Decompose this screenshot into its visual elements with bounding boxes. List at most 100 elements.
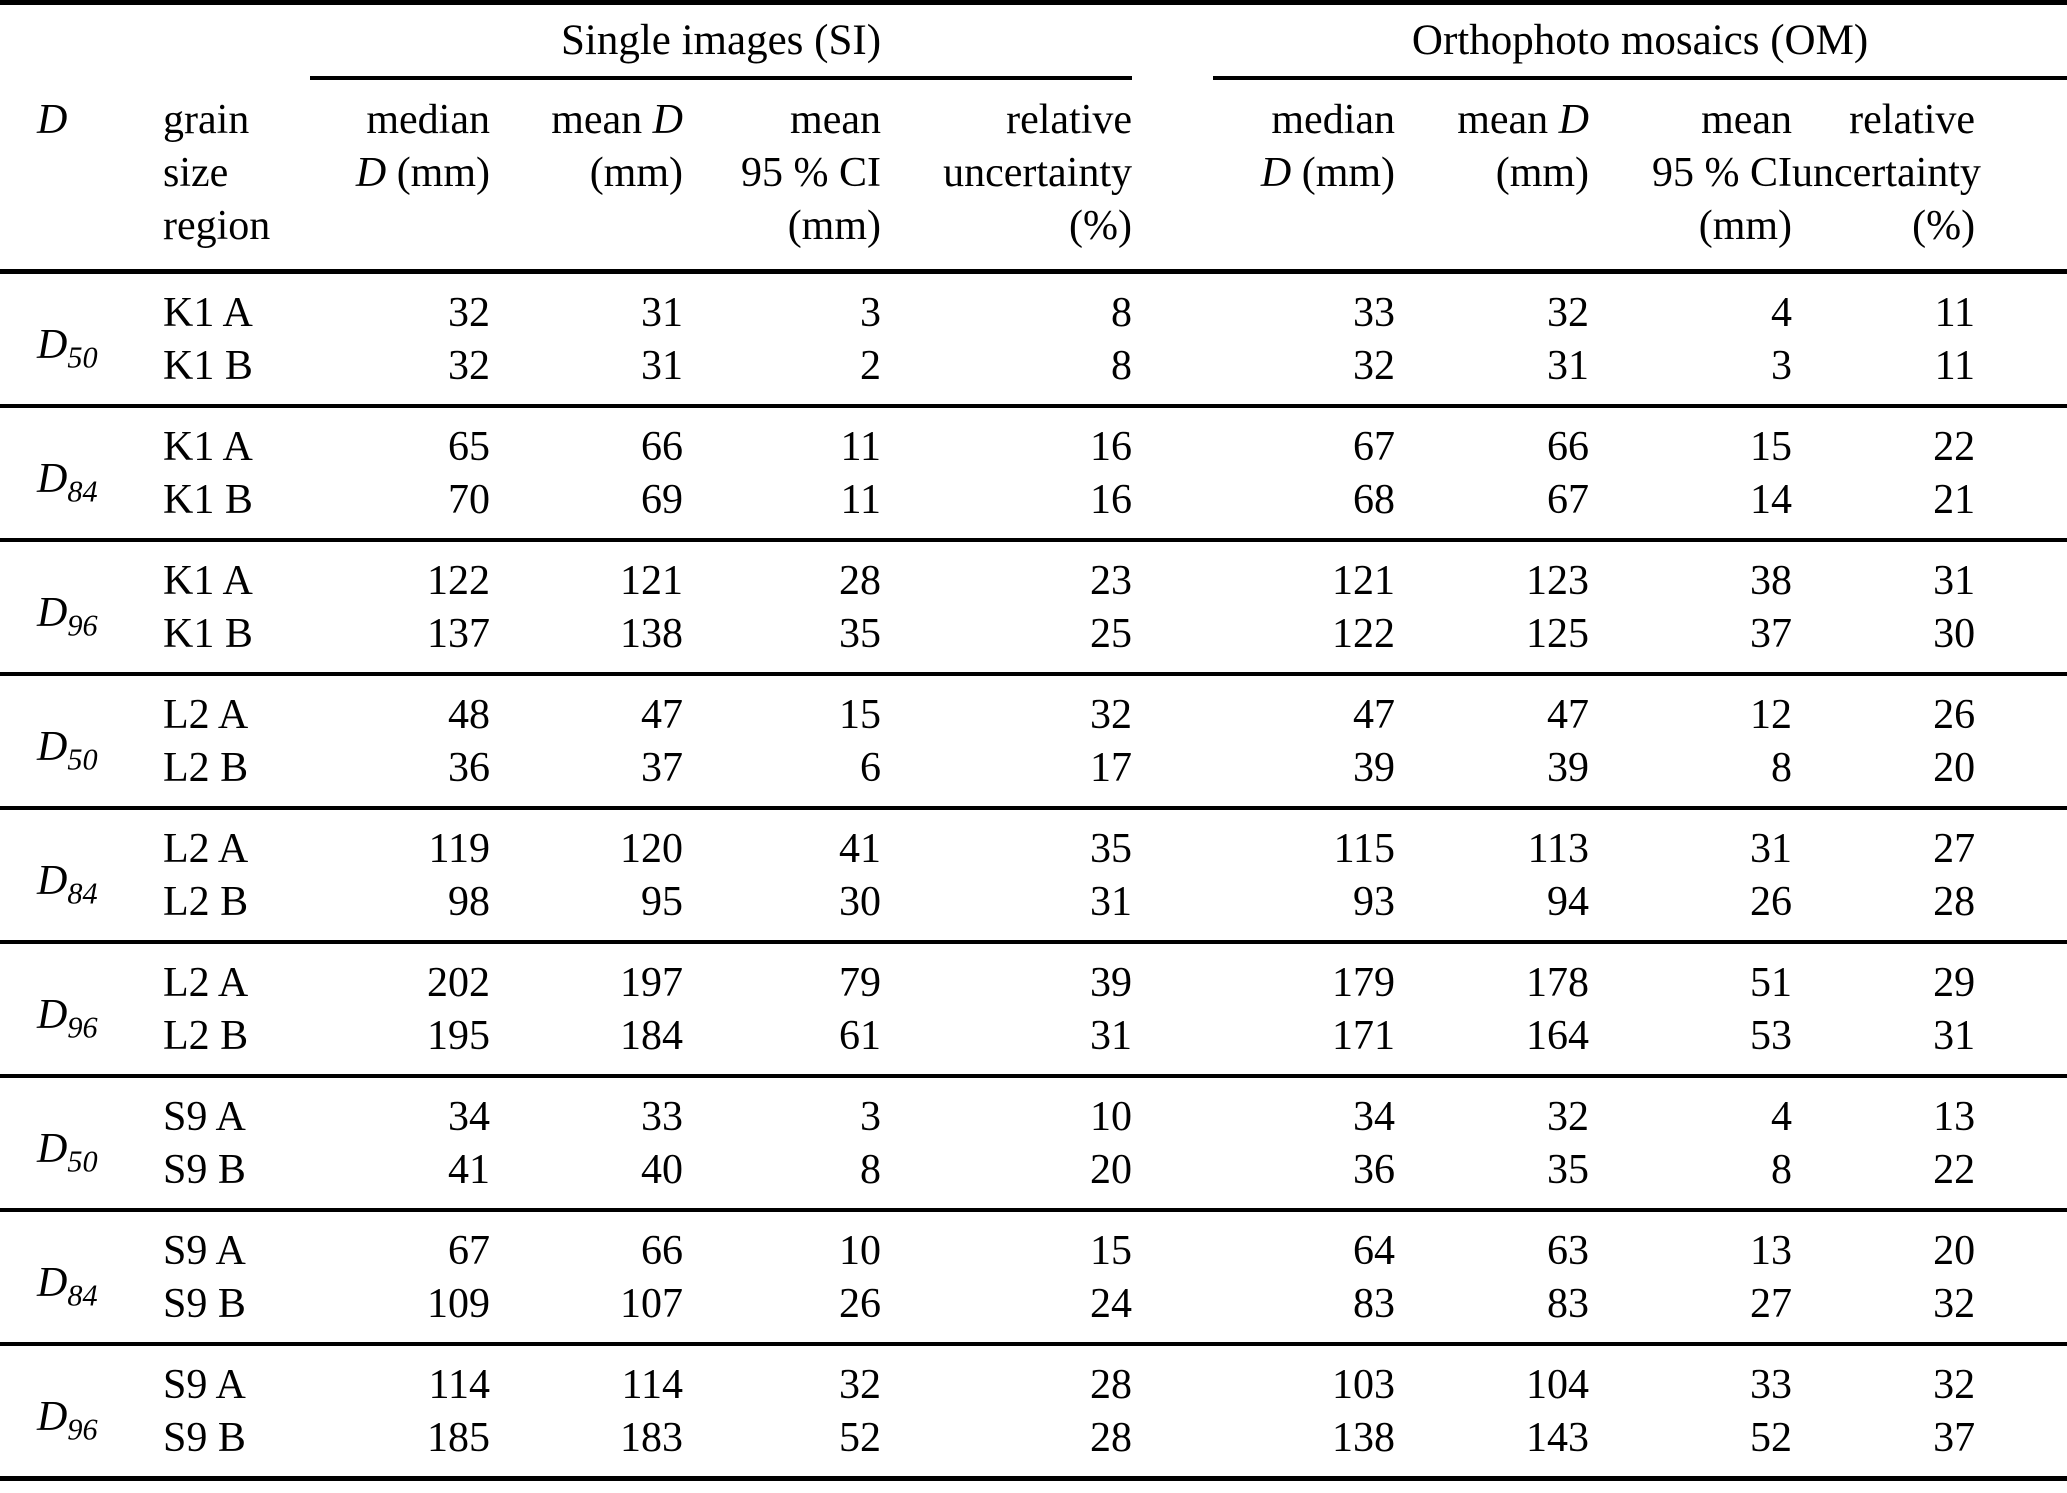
- metric-header-line: (mm): [589, 150, 683, 196]
- value-cell: 36: [1353, 1147, 1396, 1193]
- value-cell: 32: [839, 1362, 881, 1408]
- value-cell: 32: [448, 343, 490, 389]
- table-row: D96 S9 A 114 114 32 28 103 104 33 32: [0, 1344, 2067, 1445]
- value-cell: 33: [641, 1094, 683, 1140]
- value-cell: 197: [620, 960, 683, 1006]
- value-cell: 31: [641, 343, 683, 389]
- value-cell: 32: [1090, 692, 1133, 738]
- metric-header-line: 95 % CI: [1652, 150, 1793, 196]
- col-header-om-mean: mean D (mm): [1395, 80, 1590, 274]
- metric-header-line: mean D: [1457, 97, 1590, 143]
- table-row: K1 B 32 31 2 8 32 31 3 11: [0, 340, 2067, 406]
- value-cell: 32: [1547, 290, 1590, 336]
- value-cell: 31: [1547, 343, 1590, 389]
- om-group-title: Orthophoto mosaics (OM): [1411, 17, 1869, 64]
- metric-header-line: (mm): [1495, 150, 1590, 196]
- region-header-line: grain: [163, 97, 250, 143]
- value-cell: 66: [641, 424, 683, 470]
- value-cell: 8: [1771, 1147, 1793, 1193]
- group-d-label: D96: [37, 992, 98, 1045]
- col-header-si-relative-uncertainty: relative uncertainty (%): [881, 80, 1133, 274]
- region-cell: K1 A: [163, 424, 253, 470]
- si-group-header: Single images (SI): [260, 3, 1133, 80]
- value-cell: 143: [1526, 1415, 1590, 1461]
- value-cell: 31: [641, 290, 683, 336]
- value-cell: 33: [1353, 290, 1396, 336]
- value-cell: 11: [840, 424, 881, 470]
- region-header-line: size: [163, 150, 229, 196]
- metric-header-line: D (mm): [355, 150, 490, 196]
- table-row: K1 B 137 138 35 25 122 125 37 30: [0, 608, 2067, 674]
- group-d-label: D50: [37, 322, 98, 375]
- value-cell: 8: [1771, 745, 1793, 791]
- group-d-label: D84: [37, 456, 98, 509]
- value-cell: 36: [448, 745, 490, 791]
- table-group: D84 L2 A 119 120 41 35 115 113 31 27 L2 B 98 95 30 31 9…: [0, 808, 2067, 942]
- metric-header-line: median: [1271, 97, 1396, 143]
- value-cell: 8: [1111, 343, 1133, 389]
- metric-header-line: mean: [1701, 97, 1793, 143]
- region-cell: L2 A: [163, 826, 249, 872]
- value-cell: 26: [1933, 692, 1976, 738]
- value-cell: 40: [641, 1147, 683, 1193]
- value-cell: 20: [1933, 1228, 1976, 1274]
- region-cell: K1 A: [163, 290, 253, 336]
- region-cell: S9 B: [163, 1147, 246, 1193]
- table-group: D50 S9 A 34 33 3 10 34 32 4 13 S9 B 41 40 8 20 36 35 8 22: [0, 1076, 2067, 1210]
- metric-header-line: (mm): [787, 203, 881, 249]
- value-cell: 31: [1090, 1013, 1133, 1059]
- value-cell: 22: [1933, 1147, 1976, 1193]
- value-cell: 25: [1090, 611, 1133, 657]
- group-d-label: D96: [37, 590, 98, 643]
- metric-header-line: D (mm): [1260, 150, 1396, 196]
- value-cell: 20: [1090, 1147, 1133, 1193]
- col-header-si-mean: mean D (mm): [490, 80, 683, 274]
- metric-header-line: relative: [1006, 97, 1133, 143]
- value-cell: 79: [839, 960, 881, 1006]
- value-cell: 41: [839, 826, 881, 872]
- value-cell: 31: [1933, 558, 1976, 604]
- value-cell: 34: [1353, 1094, 1396, 1140]
- table-row: S9 B 109 107 26 24 83 83 27 32: [0, 1278, 2067, 1344]
- value-cell: 37: [1750, 611, 1793, 657]
- header-spacer: [0, 3, 260, 81]
- value-cell: 10: [1090, 1094, 1133, 1140]
- value-cell: 31: [1933, 1013, 1976, 1059]
- value-cell: 37: [641, 745, 683, 791]
- value-cell: 27: [1750, 1281, 1793, 1327]
- value-cell: 66: [1547, 424, 1590, 470]
- value-cell: 68: [1353, 477, 1396, 523]
- region-cell: K1 A: [163, 558, 253, 604]
- table-row: D50 S9 A 34 33 3 10 34 32 4 13: [0, 1076, 2067, 1177]
- value-cell: 3: [860, 290, 881, 336]
- metric-header-line: mean: [790, 97, 881, 143]
- value-cell: 47: [1353, 692, 1396, 738]
- value-cell: 28: [1933, 879, 1976, 925]
- group-d-label: D96: [37, 1394, 98, 1447]
- value-cell: 47: [641, 692, 683, 738]
- table-row: D96 L2 A 202 197 79 39 179 178 51 29: [0, 942, 2067, 1043]
- value-cell: 34: [448, 1094, 490, 1140]
- value-cell: 195: [427, 1013, 490, 1059]
- group-header-row: Single images (SI) Orthophoto mosaics (O…: [0, 3, 2067, 81]
- value-cell: 121: [1332, 558, 1396, 604]
- value-cell: 95: [641, 879, 683, 925]
- value-cell: 32: [1933, 1281, 1976, 1327]
- region-cell: L2 A: [163, 692, 249, 738]
- table-row: L2 B 195 184 61 31 171 164 53 31: [0, 1010, 2067, 1076]
- value-cell: 20: [1933, 745, 1976, 791]
- si-group-rule: [310, 67, 1133, 80]
- value-cell: 61: [839, 1013, 881, 1059]
- value-cell: 48: [448, 692, 490, 738]
- value-cell: 35: [839, 611, 881, 657]
- col-header-om-relative-uncertainty: relative uncertainty (%): [1792, 80, 2067, 274]
- group-d-label: D84: [37, 858, 98, 911]
- table-row: D50 L2 A 48 47 15 32 47 47 12 26: [0, 674, 2067, 775]
- metric-header-line: relative: [1849, 97, 1976, 143]
- value-cell: 38: [1750, 558, 1793, 604]
- col-header-si-ci: mean 95 % CI (mm): [683, 80, 881, 274]
- value-cell: 16: [1090, 424, 1133, 470]
- value-cell: 98: [448, 879, 490, 925]
- region-cell: L2 A: [163, 960, 249, 1006]
- value-cell: 53: [1750, 1013, 1793, 1059]
